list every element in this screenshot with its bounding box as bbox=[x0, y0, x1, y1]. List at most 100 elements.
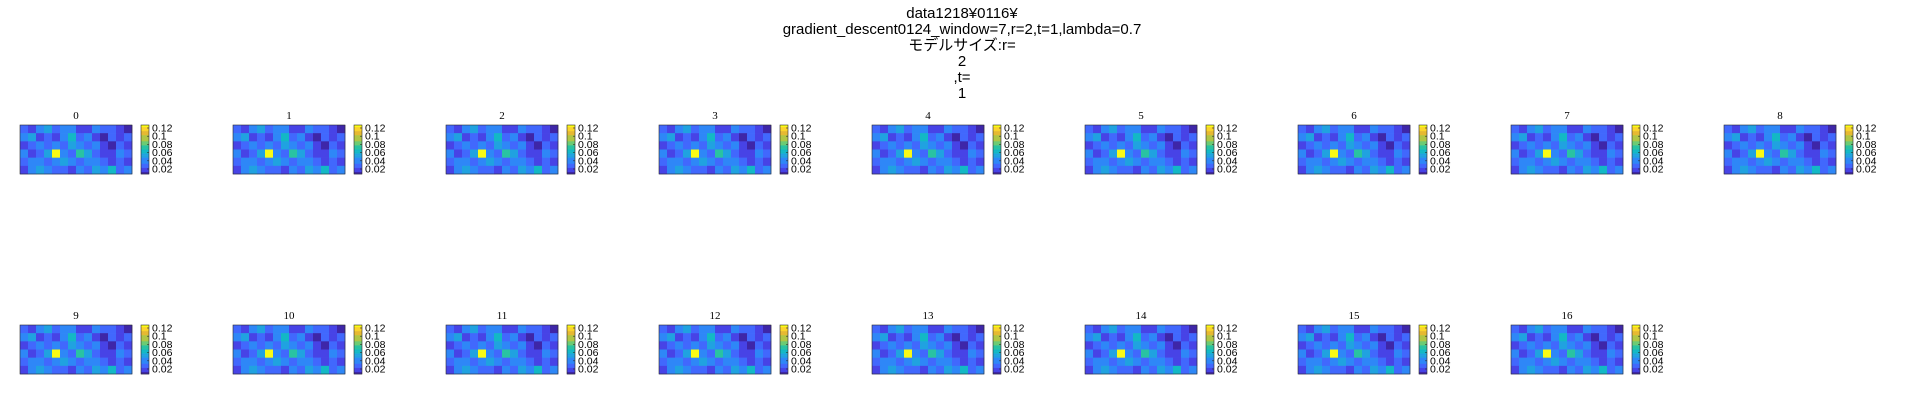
colorbar-segment bbox=[1632, 139, 1640, 142]
colorbar-segment bbox=[354, 149, 362, 152]
heatmap-cell bbox=[1583, 157, 1592, 167]
heatmap-cell bbox=[486, 141, 495, 150]
heatmap-cell bbox=[1165, 325, 1174, 334]
colorbar-border bbox=[1205, 324, 1215, 375]
heatmap-cell bbox=[1591, 125, 1600, 134]
heatmap-cell bbox=[747, 141, 756, 150]
colorbar-segment bbox=[354, 351, 362, 354]
heatmap-cell bbox=[470, 333, 479, 342]
heatmap-cell bbox=[233, 325, 242, 334]
colorbar-segment bbox=[567, 341, 575, 344]
colorbar-segment bbox=[1845, 131, 1853, 134]
heatmap-cell bbox=[1157, 133, 1166, 142]
heatmap-cell bbox=[1314, 341, 1323, 350]
heatmap-cell bbox=[1117, 125, 1126, 134]
colorbar-segment bbox=[993, 335, 1001, 338]
heatmap-cell bbox=[1157, 141, 1166, 150]
colorbar-segment bbox=[780, 157, 788, 161]
heatmap-cell bbox=[659, 157, 668, 167]
heatmap-cell bbox=[289, 349, 298, 358]
heatmap-cell bbox=[534, 365, 543, 375]
heatmap-cell bbox=[1189, 349, 1198, 358]
heatmap-cell bbox=[337, 365, 346, 375]
heatmap-cell bbox=[707, 333, 716, 342]
heatmap-cell bbox=[1362, 325, 1371, 334]
heatmap-cell bbox=[968, 157, 977, 167]
heatmap-cell bbox=[1788, 149, 1797, 158]
heatmap-cell bbox=[912, 325, 921, 334]
heatmap-cell bbox=[1189, 333, 1198, 342]
heatmap-cell bbox=[60, 133, 69, 142]
colorbar-segment bbox=[1419, 335, 1427, 338]
heatmap-cell bbox=[1764, 157, 1773, 167]
colorbar-segment bbox=[1632, 137, 1640, 140]
heatmap-cell bbox=[1306, 341, 1315, 350]
heatmap-cell bbox=[1780, 165, 1789, 175]
heatmap-cell bbox=[659, 341, 668, 350]
heatmap-cell bbox=[1511, 157, 1520, 167]
heatmap-cell bbox=[1740, 141, 1749, 150]
heatmap-cell bbox=[1173, 157, 1182, 167]
heatmap-cell bbox=[1535, 341, 1544, 350]
heatmap-cell bbox=[880, 141, 889, 150]
heatmap-cell bbox=[1535, 157, 1544, 167]
heatmap-cell bbox=[542, 357, 551, 367]
heatmap-cell bbox=[273, 349, 282, 358]
heatmap-cell bbox=[526, 325, 535, 334]
heatmap-cell bbox=[960, 349, 969, 358]
colorbar-tick-label: 0.1 bbox=[1217, 131, 1232, 143]
heatmap-cell bbox=[257, 125, 266, 134]
colorbar-segment bbox=[141, 153, 149, 156]
heatmap-cell bbox=[1615, 157, 1624, 167]
heatmap-cell bbox=[1804, 125, 1813, 134]
colorbar-segment bbox=[1206, 341, 1214, 344]
colorbar-tick-label: 0.02 bbox=[365, 364, 386, 376]
heatmap-cell bbox=[968, 357, 977, 367]
heatmap-panel-12: 120.120.10.080.060.040.02 bbox=[658, 310, 812, 376]
heatmap-cell bbox=[755, 165, 764, 175]
colorbar-tick-label: 0.12 bbox=[791, 123, 812, 135]
heatmap-cell bbox=[52, 141, 61, 150]
heatmap-cell bbox=[1567, 341, 1576, 350]
heatmap-cell bbox=[1551, 325, 1560, 334]
heatmap-cell bbox=[896, 165, 905, 175]
heatmap-cell bbox=[241, 341, 250, 350]
heatmap-cell bbox=[1535, 365, 1544, 375]
heatmap-cell bbox=[1519, 325, 1528, 334]
colorbar-tick-label: 0.02 bbox=[1217, 164, 1238, 176]
heatmap-cell bbox=[92, 349, 101, 358]
colorbar-segment bbox=[1206, 155, 1214, 158]
colorbar-segment bbox=[567, 327, 575, 330]
heatmap-cell bbox=[1109, 149, 1118, 158]
colorbar-segment bbox=[1206, 369, 1214, 373]
heatmap-cell bbox=[534, 341, 543, 350]
heatmap-cell bbox=[281, 349, 290, 358]
colorbar-segment bbox=[780, 329, 788, 332]
colorbar-segment bbox=[993, 363, 1001, 367]
colorbar-segment bbox=[1419, 159, 1427, 163]
heatmap-cell bbox=[715, 357, 724, 367]
colorbar-segment bbox=[780, 125, 788, 128]
colorbar-segment bbox=[780, 355, 788, 358]
colorbar-segment bbox=[780, 327, 788, 330]
heatmap-cell bbox=[1370, 165, 1379, 175]
heatmap-cell bbox=[1322, 349, 1331, 358]
heatmap-cell bbox=[723, 357, 732, 367]
colorbar-segment bbox=[780, 155, 788, 158]
heatmap-cell bbox=[108, 141, 117, 150]
heatmap-cell bbox=[880, 333, 889, 342]
heatmap-cell bbox=[329, 149, 338, 158]
heatmap-cell bbox=[542, 149, 551, 158]
heatmap-cell bbox=[329, 341, 338, 350]
colorbar-segment bbox=[1632, 165, 1640, 169]
heatmap-cell bbox=[92, 333, 101, 342]
heatmap-cell bbox=[542, 333, 551, 342]
colorbar-segment bbox=[1419, 157, 1427, 161]
heatmap-cell bbox=[265, 149, 274, 158]
heatmap-cell bbox=[20, 333, 29, 342]
heatmap-cell bbox=[1306, 357, 1315, 367]
colorbar-tick-label: 0.04 bbox=[1004, 355, 1025, 367]
heatmap-cell bbox=[510, 165, 519, 175]
heatmap-cell bbox=[960, 341, 969, 350]
colorbar-segment bbox=[1206, 129, 1214, 132]
